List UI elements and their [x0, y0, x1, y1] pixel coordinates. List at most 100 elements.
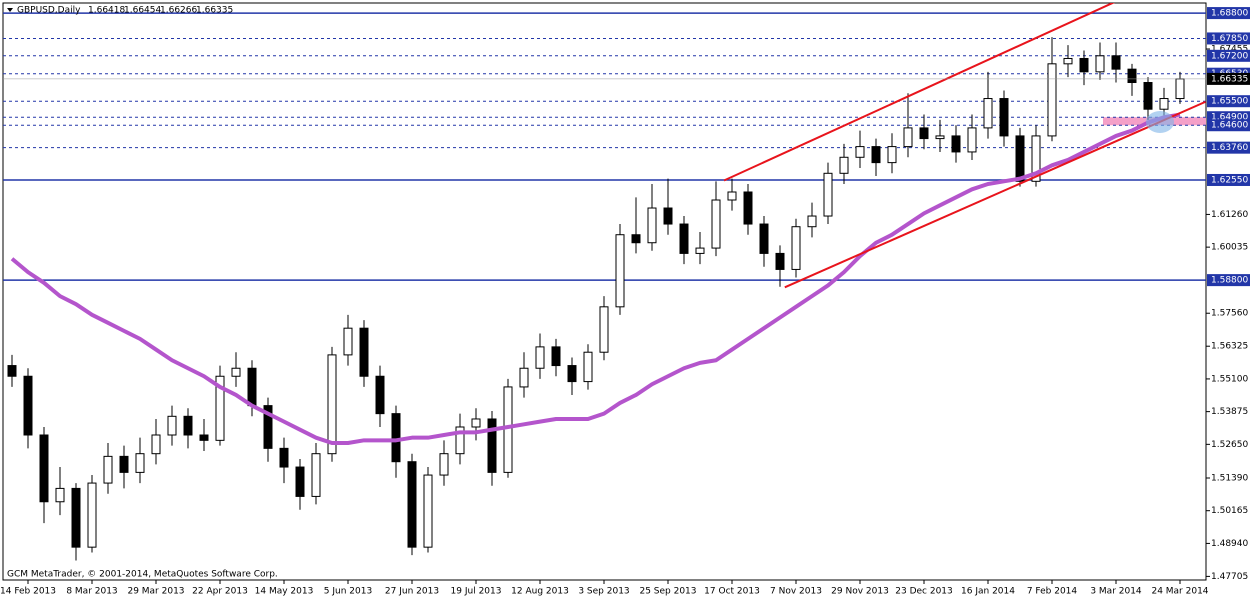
level-label-box — [1207, 95, 1250, 108]
current-price-label: 1.66335 — [1211, 74, 1248, 84]
candle — [679, 216, 689, 265]
menu-triangle[interactable] — [7, 8, 13, 12]
x-tick-label: 14 May 2013 — [255, 587, 314, 597]
candle — [1095, 42, 1105, 80]
candle — [935, 119, 945, 152]
candle-body — [1159, 98, 1169, 110]
candle — [567, 357, 577, 395]
candle-body — [87, 482, 97, 548]
candle-body — [807, 215, 817, 228]
candle-body — [119, 455, 129, 473]
candle-body — [759, 223, 769, 254]
candle-body — [903, 127, 913, 148]
candle-body — [135, 453, 145, 473]
candle — [167, 405, 177, 446]
candle — [983, 71, 993, 139]
candle — [1079, 50, 1089, 86]
y-tick-label: 1.61260 — [1211, 210, 1248, 220]
level-label-box — [1207, 119, 1250, 132]
candle — [343, 314, 353, 366]
y-tick-label: 1.57560 — [1211, 309, 1248, 319]
x-tick-label: 14 Feb 2013 — [0, 587, 56, 597]
candle-body — [647, 207, 657, 244]
candle — [231, 352, 241, 387]
level-label-box — [1207, 7, 1250, 20]
level-label: 1.62550 — [1211, 175, 1248, 185]
candle — [71, 483, 81, 561]
candle — [887, 133, 897, 174]
candle — [151, 418, 161, 465]
level-label-box — [1207, 141, 1250, 154]
overlay: GBPUSD,Daily 1.66418 1.66454 1.66266 1.6… — [7, 6, 278, 580]
candle — [1127, 63, 1137, 96]
candle-body — [279, 447, 289, 468]
current-price-box — [1207, 72, 1250, 85]
candle — [103, 443, 113, 494]
candle — [599, 296, 609, 361]
x-tick-label: 22 Apr 2013 — [192, 587, 248, 597]
level-label-box — [1207, 49, 1250, 62]
candle — [375, 365, 385, 427]
y-tick-label: 1.51390 — [1211, 473, 1248, 483]
highlight — [1146, 111, 1174, 133]
candle-body — [935, 135, 945, 140]
candle-body — [887, 146, 897, 164]
candle — [199, 418, 209, 452]
candle — [951, 125, 961, 163]
candle — [999, 90, 1009, 147]
candle-body — [231, 367, 241, 377]
candle-body — [951, 135, 961, 153]
candle — [871, 138, 881, 176]
header-open: 1.66418 — [88, 6, 125, 16]
y-tick-label: 1.67455 — [1211, 44, 1248, 54]
x-tick-label: 7 Feb 2014 — [1027, 587, 1078, 597]
x-tick-label: 29 Nov 2013 — [831, 587, 889, 597]
candle-body — [455, 426, 465, 455]
candle — [471, 408, 481, 441]
plot-frame — [2, 2, 1207, 581]
candle-body — [711, 199, 721, 249]
x-tick-label: 5 Jun 2013 — [324, 587, 372, 597]
candle-body — [71, 487, 81, 548]
symbol: GBPUSD,Daily — [17, 6, 81, 16]
candle-body — [583, 351, 593, 383]
x-tick-label: 19 Jul 2013 — [451, 587, 502, 597]
candle — [519, 352, 529, 398]
candle — [439, 440, 449, 486]
candle — [807, 202, 817, 238]
y-tick-label: 1.50165 — [1211, 506, 1248, 516]
candle-body — [23, 375, 33, 436]
candle-body — [1063, 57, 1073, 65]
x-tick-label: 25 Sep 2013 — [639, 587, 696, 597]
candle — [23, 368, 33, 449]
candle — [455, 413, 465, 465]
candle-body — [519, 367, 529, 388]
x-tick-label: 16 Jan 2014 — [961, 587, 1015, 597]
candle-body — [775, 252, 785, 270]
candle-body — [1031, 135, 1041, 182]
plot-area — [3, 3, 1206, 561]
candle — [407, 453, 417, 556]
y-tick-label: 1.60035 — [1211, 243, 1248, 253]
candle-body — [567, 365, 577, 383]
level-label-box — [1207, 274, 1250, 287]
level-label: 1.64600 — [1211, 121, 1248, 131]
footer: GCM MetaTrader, © 2001-2014, MetaQuotes … — [7, 570, 278, 580]
candle-body — [167, 415, 177, 436]
candle — [423, 467, 433, 553]
level-label-box — [1207, 32, 1250, 45]
candle — [55, 467, 65, 516]
candle-body — [263, 405, 273, 449]
x-tick-label: 8 Mar 2013 — [66, 587, 117, 597]
candle — [1143, 77, 1153, 120]
x-tick-label: 3 Sep 2013 — [578, 587, 629, 597]
candle — [615, 224, 625, 315]
candle-body — [1015, 135, 1025, 182]
candle-body — [375, 375, 385, 415]
candle — [791, 218, 801, 278]
candle — [87, 475, 97, 553]
candle-body — [391, 413, 401, 463]
candle-body — [727, 191, 737, 201]
candle-body — [535, 346, 545, 369]
trendline — [784, 100, 1206, 289]
